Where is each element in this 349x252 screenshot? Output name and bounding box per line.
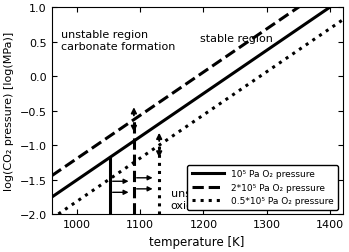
X-axis label: temperature [K]: temperature [K] <box>149 235 245 248</box>
Text: unstable region
oxidation: unstable region oxidation <box>171 188 258 210</box>
Y-axis label: log(CO₂ pressure) [log(MPa)]: log(CO₂ pressure) [log(MPa)] <box>4 32 14 191</box>
Legend: 10⁵ Pa O₂ pressure, 2*10⁵ Pa O₂ pressure, 0.5*10⁵ Pa O₂ pressure: 10⁵ Pa O₂ pressure, 2*10⁵ Pa O₂ pressure… <box>187 165 338 210</box>
Text: stable region: stable region <box>200 34 273 44</box>
Text: unstable region
carbonate formation: unstable region carbonate formation <box>61 30 176 52</box>
